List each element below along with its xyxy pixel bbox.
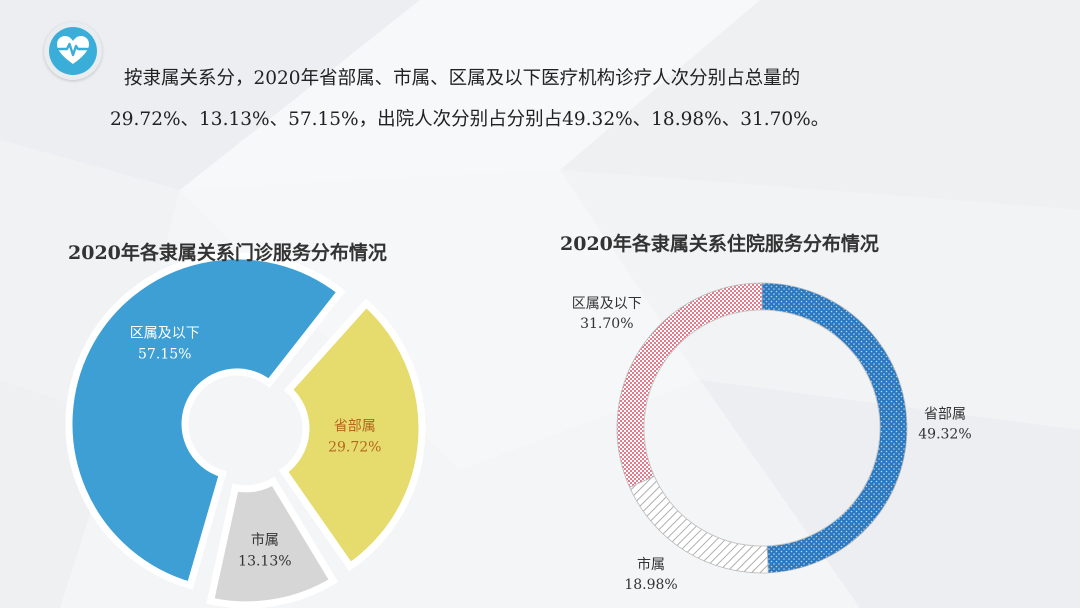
heart-pulse-icon (57, 36, 89, 64)
outpatient-slice-series-b (278, 298, 426, 572)
outpatient-label-name-series-c: 市属 (251, 531, 279, 548)
outpatient-label-value-series-c: 13.13% (238, 553, 291, 569)
intro-text-line-1: 按隶属关系分，2020年省部属、市属、区属及以下医疗机构诊疗人次分别占总量的 (124, 68, 801, 89)
outpatient-label-name-series-b: 省部属 (334, 419, 376, 435)
inpatient-label-value-series-c: 31.70% (580, 316, 633, 332)
outpatient-chart-title: 2020年各隶属关系门诊服务分布情况 (68, 242, 387, 264)
inpatient-label-value-series-a: 49.32% (918, 426, 971, 442)
inpatient-slice-series-a (761, 282, 908, 574)
outpatient-label-value-series-b: 29.72% (328, 440, 381, 456)
heart-badge (44, 22, 102, 80)
outpatient-slice-series-a (65, 252, 346, 590)
inpatient-slice-series-c (616, 282, 763, 488)
inpatient-donut-chart: 省部属 49.32% 市属 18.98% 区属及以下 31.70% (572, 282, 972, 593)
outpatient-donut-chart: 省部属 29.72% 市属 13.13% 区属及以下 57.15% (65, 252, 426, 608)
inpatient-label-name-series-c: 区属及以下 (572, 296, 642, 312)
inpatient-chart-title: 2020年各隶属关系住院服务分布情况 (560, 233, 879, 255)
inpatient-label-value-series-b: 18.98% (624, 577, 677, 593)
outpatient-label-name-series-a: 区属及以下 (130, 326, 200, 342)
inpatient-label-name-series-b: 市属 (637, 556, 665, 573)
outpatient-slice-series-c (206, 476, 339, 608)
outpatient-label-value-series-a: 57.15% (138, 347, 191, 363)
inpatient-label-name-series-a: 省部属 (924, 406, 966, 422)
intro-text-line-2: 29.72%、13.13%、57.15%，出院人次分别占分别占49.32%、18… (110, 109, 830, 130)
